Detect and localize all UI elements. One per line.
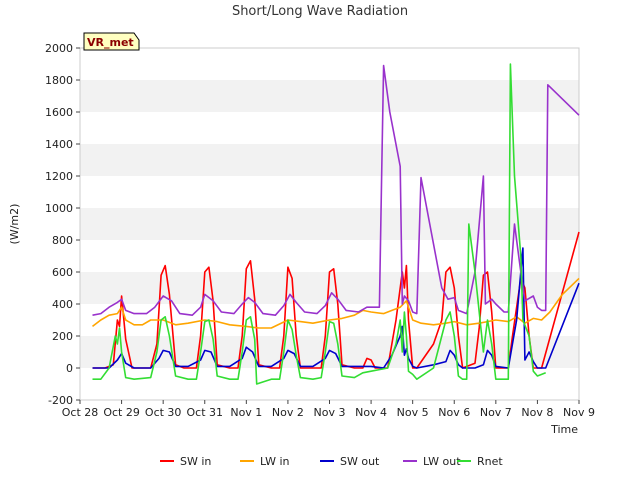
- legend-label: SW in: [180, 455, 211, 468]
- x-tick-label: Nov 2: [272, 406, 304, 419]
- x-tick-label: Nov 3: [314, 406, 346, 419]
- series-line-rnet: [92, 63, 546, 385]
- grid-band: [80, 208, 579, 240]
- grid-band: [80, 112, 579, 144]
- series-line-sw-in: [92, 231, 580, 369]
- x-tick-label: Nov 8: [521, 406, 553, 419]
- y-tick-label: 400: [52, 298, 73, 311]
- y-tick-label: 1600: [45, 106, 73, 119]
- legend-label: Rnet: [477, 455, 503, 468]
- legend-label: LW in: [260, 455, 290, 468]
- y-tick-label: 800: [52, 234, 73, 247]
- badge-text: VR_met: [87, 36, 134, 49]
- y-tick-label: 1800: [45, 74, 73, 87]
- y-tick-label: 2000: [45, 42, 73, 55]
- grid-band: [80, 144, 579, 176]
- x-tick-label: Nov 5: [397, 406, 429, 419]
- station-badge: VR_met: [83, 32, 140, 51]
- grid-band: [80, 80, 579, 112]
- badge-shape: [83, 32, 140, 51]
- grid-band: [80, 176, 579, 208]
- x-tick-label: Oct 31: [186, 406, 223, 419]
- x-tick-label: Nov 9: [563, 406, 595, 419]
- x-tick-label: Nov 6: [438, 406, 470, 419]
- y-tick-label: 200: [52, 330, 73, 343]
- grid-bands: [80, 48, 579, 400]
- x-tick-label: Nov 4: [355, 406, 387, 419]
- grid-band: [80, 368, 579, 400]
- x-tick-label: Oct 28: [62, 406, 99, 419]
- series-line-lw-out: [92, 64, 580, 316]
- legend-label: SW out: [340, 455, 380, 468]
- chart-title: Short/Long Wave Radiation: [232, 4, 408, 19]
- y-axis-label: (W/m2): [8, 204, 21, 245]
- grid-band: [80, 240, 579, 272]
- y-tick-label: 1200: [45, 170, 73, 183]
- x-axis-ticks: Oct 28 Oct 29 Oct 30 Oct 31 Nov 1 Nov 2 Nov 3 N…: [62, 400, 595, 419]
- x-tick-label: Nov 1: [230, 406, 262, 419]
- x-tick-label: Nov 7: [480, 406, 512, 419]
- legend: SW in LW in SW out LW out Rnet: [160, 455, 503, 468]
- y-tick-label: 1400: [45, 138, 73, 151]
- series-lines: [92, 63, 580, 385]
- grid-band: [80, 48, 579, 80]
- y-axis-ticks: -200 0 200 400 600 800 1000 1200 1400 1600 1800 200…: [45, 42, 80, 407]
- legend-label: LW out: [423, 455, 461, 468]
- y-tick-label: 1000: [45, 202, 73, 215]
- series-line-sw-out: [92, 247, 580, 369]
- x-axis-label: Time: [550, 423, 578, 436]
- series-line-lw-in: [92, 277, 580, 329]
- y-tick-label: 0: [66, 362, 73, 375]
- y-tick-label: 600: [52, 266, 73, 279]
- x-tick-label: Oct 30: [145, 406, 182, 419]
- x-tick-label: Oct 29: [103, 406, 140, 419]
- y-tick-label: -200: [48, 394, 73, 407]
